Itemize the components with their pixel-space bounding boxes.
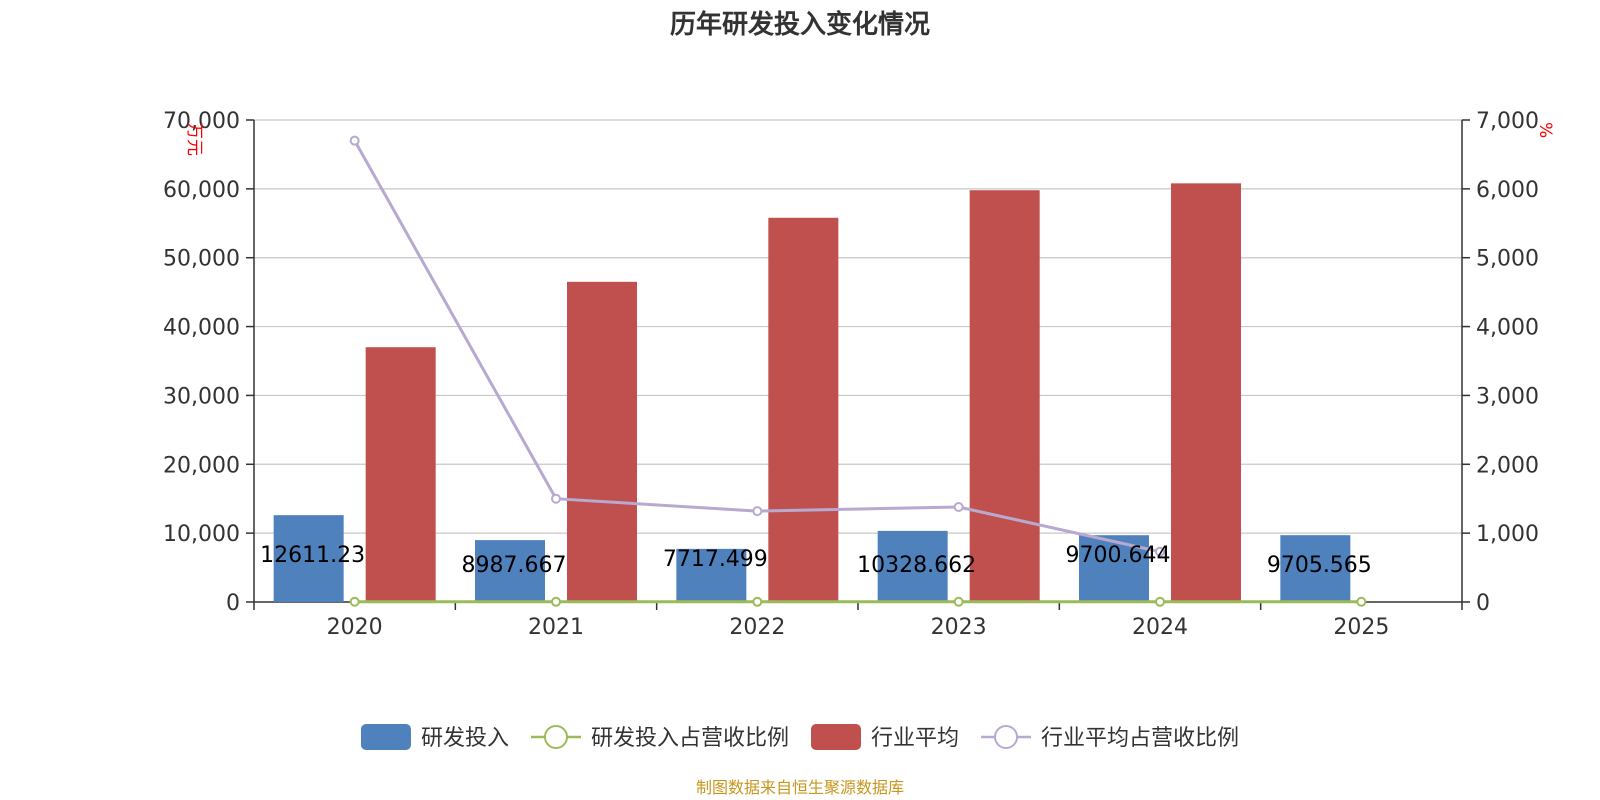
bar-rd-investment xyxy=(475,540,545,602)
bar-rd-investment xyxy=(676,548,747,602)
legend-swatch xyxy=(994,725,1019,749)
bar-industry-average xyxy=(969,190,1040,602)
source-note: 制图数据来自恒生聚源数据库 xyxy=(696,778,904,797)
x-tick-label: 2022 xyxy=(729,615,785,640)
y-left-unit: 万元 xyxy=(184,122,204,156)
y-right-tick-label: 7,000 xyxy=(1476,109,1539,134)
bar-rd-investment xyxy=(877,530,948,602)
x-tick-label: 2025 xyxy=(1333,615,1389,640)
line-point xyxy=(551,596,561,607)
y-right-tick-label: 5,000 xyxy=(1476,247,1539,272)
line-point xyxy=(1155,546,1165,557)
legend-label: 行业平均占营收比例 xyxy=(1041,726,1239,751)
data-label: 10328.662 xyxy=(857,553,976,578)
legend-label: 行业平均 xyxy=(871,726,959,751)
legend-label: 研发投入 xyxy=(421,726,509,751)
x-tick-label: 2023 xyxy=(931,615,987,640)
line-point xyxy=(953,596,964,607)
line-point xyxy=(1356,596,1367,607)
bar-industry-average xyxy=(365,347,436,602)
y-right-tick-label: 6,000 xyxy=(1476,178,1539,203)
data-labels: 12611.23 8987.667 7717.499 10328.662 9700.64… xyxy=(260,543,1372,578)
x-tick-label: 2020 xyxy=(327,615,383,640)
x-tick-label: 2021 xyxy=(528,615,584,640)
data-label: 12611.23 xyxy=(260,543,365,568)
y-left-tick-label: 70,000 xyxy=(163,109,240,134)
y-left-tick-label: 20,000 xyxy=(163,453,240,478)
bar-industry-average xyxy=(567,281,637,602)
line-point xyxy=(752,596,763,607)
y-left-tick-label: 30,000 xyxy=(163,384,240,409)
grid xyxy=(254,119,1462,534)
legend: 研发投入 研发投入占营收比例 行业平均 行业平均占营收比例 xyxy=(360,724,1239,751)
bar-rd-investment xyxy=(273,515,344,602)
data-label: 7717.499 xyxy=(663,547,768,572)
y-left-tick-label: 10,000 xyxy=(163,522,240,547)
data-label: 8987.667 xyxy=(462,553,567,578)
line-point xyxy=(1155,596,1165,607)
y-right-tick-label: 4,000 xyxy=(1476,316,1539,341)
lines xyxy=(349,135,1367,607)
x-tick-label: 2024 xyxy=(1132,615,1188,640)
bar-industry-average xyxy=(1171,183,1241,602)
line-point xyxy=(551,493,561,504)
legend-label: 研发投入占营收比例 xyxy=(591,726,789,751)
bars xyxy=(273,183,1351,602)
y-left-tick-label: 50,000 xyxy=(163,247,240,272)
bar-industry-average xyxy=(768,217,839,602)
line-point xyxy=(953,501,964,512)
legend-swatch xyxy=(811,724,861,750)
legend-swatch xyxy=(543,725,568,749)
line-point xyxy=(349,135,360,146)
axes: 0 10,000 20,000 30,000 40,000 50,000 60,000 70,… xyxy=(163,109,1555,640)
y-right-unit: % xyxy=(1535,122,1555,138)
legend-swatch xyxy=(360,724,411,750)
line-point xyxy=(349,596,360,607)
chart-title: 历年研发投入变化情况 xyxy=(670,9,930,40)
y-right-tick-label: 0 xyxy=(1476,591,1490,616)
y-left-tick-label: 40,000 xyxy=(163,316,240,341)
line-point xyxy=(752,506,763,517)
y-left-tick-label: 60,000 xyxy=(163,178,240,203)
y-left-tick-label: 0 xyxy=(226,591,240,616)
data-label: 9700.644 xyxy=(1066,543,1171,568)
y-right-tick-label: 3,000 xyxy=(1476,384,1539,409)
y-right-tick-label: 2,000 xyxy=(1476,453,1539,478)
bar-rd-investment xyxy=(1280,535,1351,602)
y-right-tick-label: 1,000 xyxy=(1476,522,1539,547)
data-label: 9705.565 xyxy=(1267,553,1372,578)
